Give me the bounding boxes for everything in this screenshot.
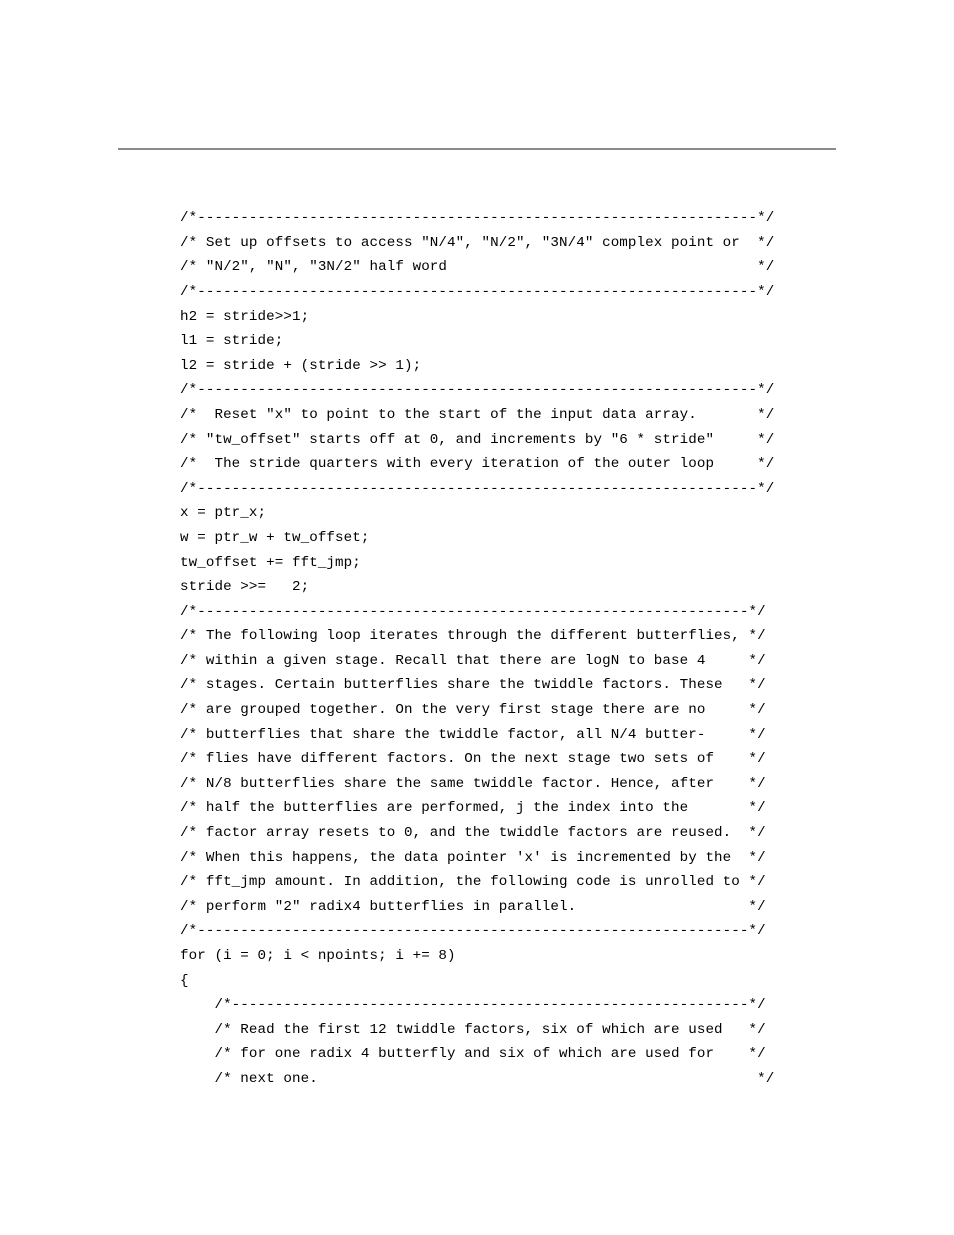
code-block: /*--------------------------------------… <box>180 206 774 1091</box>
page: /*--------------------------------------… <box>0 0 954 1235</box>
horizontal-rule <box>118 148 836 150</box>
